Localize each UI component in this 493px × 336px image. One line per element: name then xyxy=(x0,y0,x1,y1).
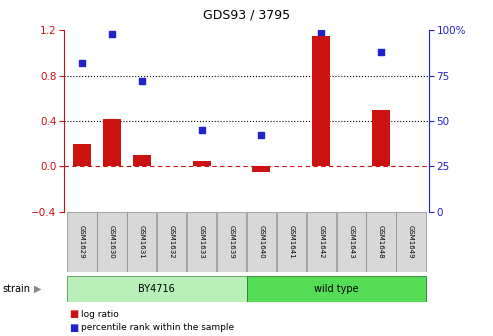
Text: GSM1640: GSM1640 xyxy=(258,225,264,259)
Bar xyxy=(133,155,151,166)
Text: GSM1641: GSM1641 xyxy=(288,225,294,259)
FancyBboxPatch shape xyxy=(366,212,396,271)
Point xyxy=(78,60,86,66)
Point xyxy=(138,78,146,84)
Text: GSM1632: GSM1632 xyxy=(169,225,175,259)
FancyBboxPatch shape xyxy=(247,212,276,271)
Text: wild type: wild type xyxy=(314,284,358,294)
Text: GSM1633: GSM1633 xyxy=(199,225,205,259)
Text: GSM1630: GSM1630 xyxy=(109,225,115,259)
Text: BY4716: BY4716 xyxy=(139,284,175,294)
Text: ▶: ▶ xyxy=(34,284,41,294)
Point xyxy=(108,31,116,37)
Bar xyxy=(193,161,211,166)
FancyBboxPatch shape xyxy=(246,276,426,302)
FancyBboxPatch shape xyxy=(396,212,425,271)
FancyBboxPatch shape xyxy=(157,212,186,271)
FancyBboxPatch shape xyxy=(68,212,97,271)
Point xyxy=(377,49,385,55)
Bar xyxy=(73,144,91,166)
FancyBboxPatch shape xyxy=(307,212,336,271)
Text: GSM1631: GSM1631 xyxy=(139,225,145,259)
Text: log ratio: log ratio xyxy=(81,310,119,319)
FancyBboxPatch shape xyxy=(337,212,366,271)
Text: GSM1648: GSM1648 xyxy=(378,225,384,259)
FancyBboxPatch shape xyxy=(97,212,127,271)
Bar xyxy=(103,119,121,166)
Bar xyxy=(372,110,390,166)
Text: strain: strain xyxy=(2,284,31,294)
Point xyxy=(198,127,206,133)
FancyBboxPatch shape xyxy=(277,212,306,271)
FancyBboxPatch shape xyxy=(127,212,156,271)
Bar xyxy=(312,36,330,166)
Text: GSM1649: GSM1649 xyxy=(408,225,414,259)
Text: GDS93 / 3795: GDS93 / 3795 xyxy=(203,8,290,22)
Text: percentile rank within the sample: percentile rank within the sample xyxy=(81,323,235,332)
FancyBboxPatch shape xyxy=(217,212,246,271)
Bar xyxy=(252,166,271,172)
Text: ■: ■ xyxy=(69,323,78,333)
Text: GSM1629: GSM1629 xyxy=(79,225,85,259)
Text: GSM1639: GSM1639 xyxy=(229,225,235,259)
Text: ■: ■ xyxy=(69,309,78,319)
FancyBboxPatch shape xyxy=(187,212,216,271)
Text: GSM1642: GSM1642 xyxy=(318,225,324,259)
FancyBboxPatch shape xyxy=(67,276,246,302)
Point xyxy=(317,29,325,35)
Text: GSM1643: GSM1643 xyxy=(348,225,354,259)
Point xyxy=(257,133,265,138)
